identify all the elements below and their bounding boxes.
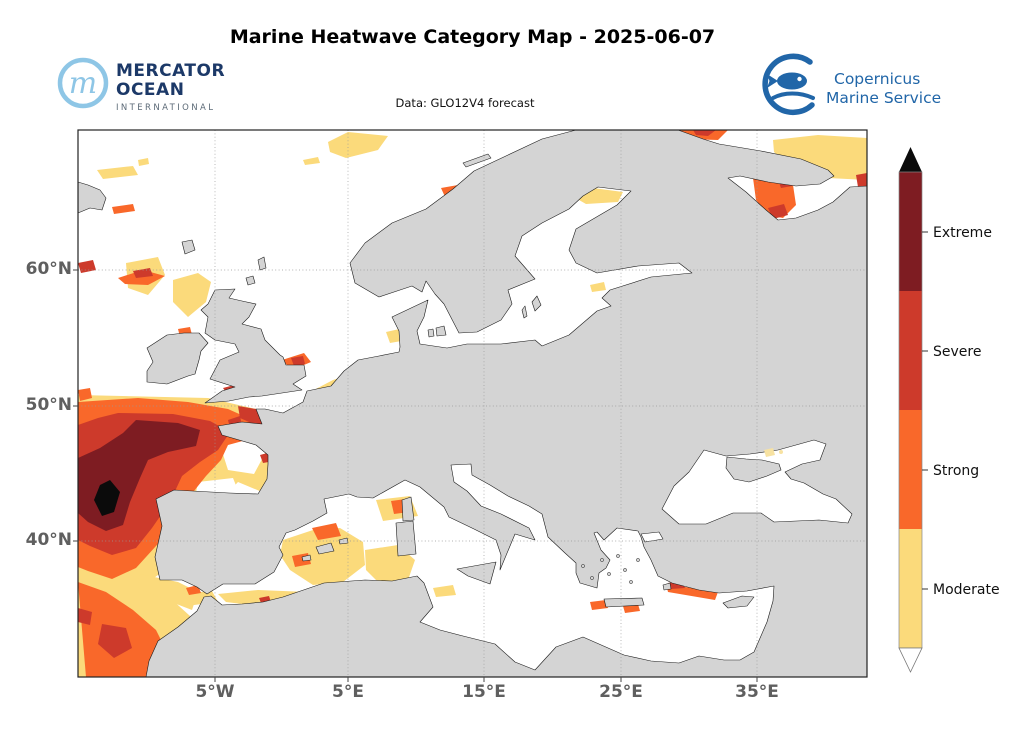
category-colorbar: Extreme Severe Strong Moderate	[898, 147, 1000, 673]
data-source-caption: Data: GLO12V4 forecast	[395, 96, 535, 110]
land-aegean-islands	[581, 554, 640, 584]
land-zealand	[435, 325, 447, 337]
x-tick-label-25e: 25°E	[599, 682, 643, 702]
land-great-britain	[200, 288, 307, 404]
land-corsica	[401, 496, 415, 522]
sea-black-sea-azov	[661, 439, 853, 525]
copernicus-marine-logo: Copernicus Marine Service	[762, 53, 941, 116]
landmasses	[77, 129, 868, 678]
gridlines	[78, 130, 867, 677]
land-crete	[603, 597, 645, 608]
land-faroe	[181, 239, 196, 255]
heatwave-above-extreme-core	[94, 480, 120, 516]
mercator-monogram-icon: m	[57, 57, 109, 109]
x-tick-label-35e: 35°E	[735, 682, 779, 702]
legend-label-severe: Severe	[933, 344, 981, 360]
copernicus-logo-line2: Marine Service	[826, 89, 941, 107]
legend-label-extreme: Extreme	[933, 225, 992, 241]
land-crimea	[725, 456, 782, 483]
colorbar-strong-segment	[899, 410, 922, 529]
land-ireland	[146, 332, 209, 385]
y-tick-label-40n: 40°N	[25, 530, 72, 550]
map-panel	[73, 129, 868, 682]
mercator-ocean-logo: m MERCATOR OCEAN INTERNATIONAL	[57, 57, 225, 113]
enclosed-seas	[640, 439, 853, 543]
copernicus-logo-line1: Copernicus	[834, 70, 920, 88]
mercator-logo-line3: INTERNATIONAL	[116, 103, 215, 113]
sea-marmara	[640, 531, 664, 543]
land-sicily	[456, 561, 497, 585]
colorbar-severe-segment	[899, 291, 922, 410]
mercator-logo-line2: OCEAN	[116, 80, 184, 100]
land-iceland	[77, 181, 107, 214]
copernicus-fish-icon	[762, 53, 815, 116]
land-mallorca	[315, 542, 335, 555]
land-eurasia-africa	[145, 129, 868, 678]
svg-text:m: m	[69, 66, 97, 101]
mercator-logo-line1: MERCATOR	[116, 61, 225, 81]
legend-label-strong: Strong	[933, 463, 979, 479]
europe-heatwave-map	[73, 129, 868, 682]
land-fyn	[427, 328, 435, 338]
land-shetland	[257, 256, 267, 271]
x-tick-label-15e: 15°E	[462, 682, 506, 702]
heatwave-azov-specks	[764, 448, 783, 457]
colorbar-extreme-segment	[899, 172, 922, 291]
land-cyprus	[722, 595, 755, 609]
colorbar-over-arrow	[899, 147, 922, 172]
x-tick-label-5w: 5°W	[195, 682, 235, 702]
land-oland	[521, 305, 528, 319]
colorbar-ticks	[922, 231, 928, 590]
colorbar-under-arrow	[898, 647, 923, 673]
land-rhodes	[662, 582, 672, 591]
page-title: Marine Heatwave Category Map - 2025-06-0…	[229, 26, 716, 48]
land-gotland	[531, 295, 542, 312]
land-ibiza	[301, 554, 312, 562]
colorbar-moderate-segment	[899, 529, 922, 648]
legend-label-moderate: Moderate	[933, 582, 1000, 598]
y-tick-label-50n: 50°N	[25, 395, 72, 415]
axis-ticks	[73, 269, 758, 682]
x-tick-label-5e: 5°E	[332, 682, 364, 702]
land-orkney	[245, 275, 256, 286]
land-sardinia	[395, 520, 417, 557]
y-tick-label-60n: 60°N	[25, 259, 72, 279]
map-frame	[77, 129, 868, 678]
